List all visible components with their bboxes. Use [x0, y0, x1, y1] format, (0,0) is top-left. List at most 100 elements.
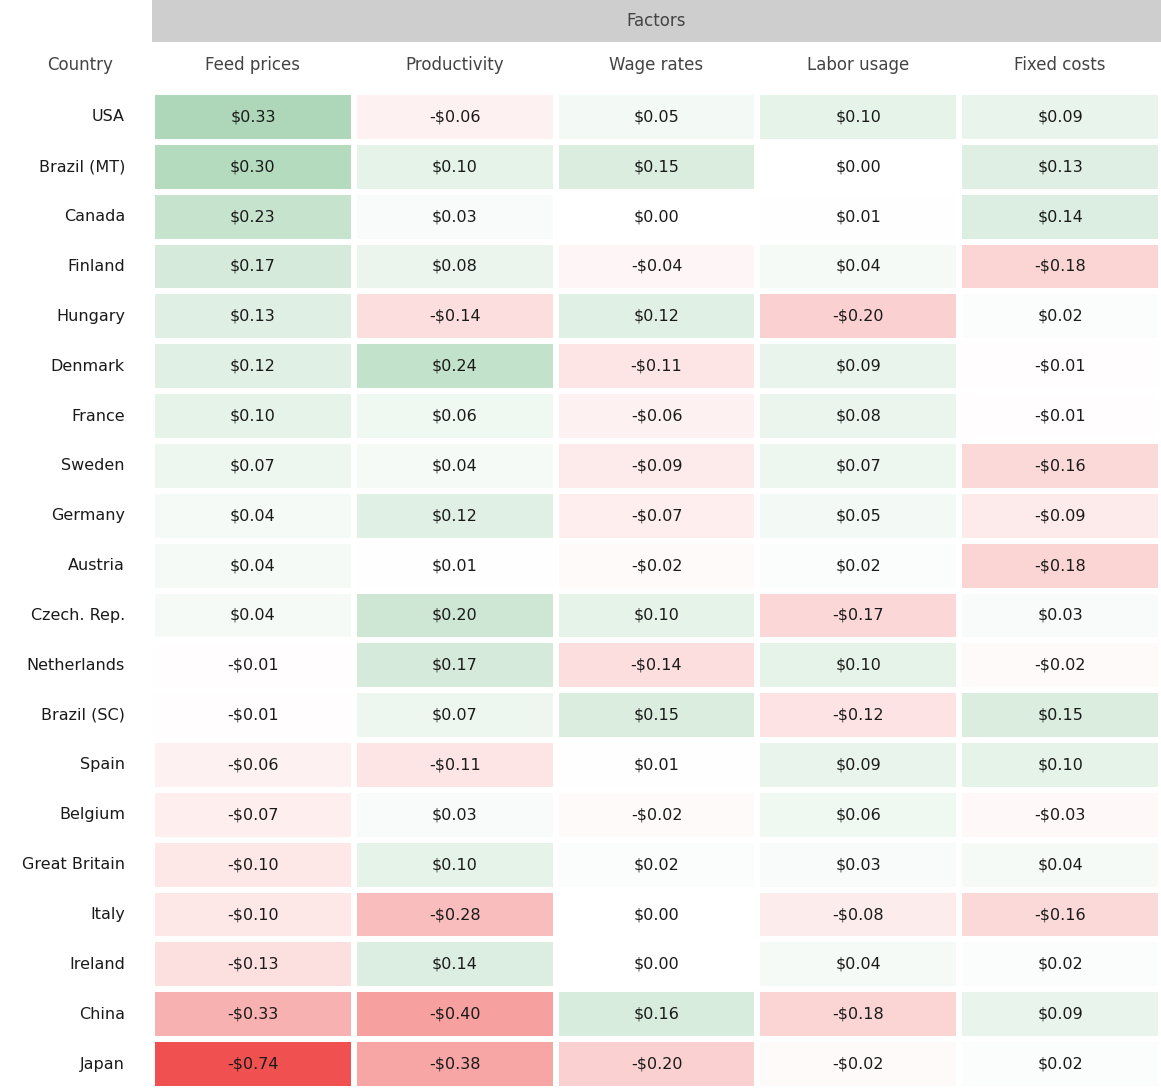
Bar	[558, 843, 755, 886]
Bar	[558, 493, 755, 538]
Text: -$0.28: -$0.28	[428, 907, 481, 922]
Bar	[152, 0, 1161, 42]
Text: -$0.01: -$0.01	[228, 658, 279, 673]
Text: $0.04: $0.04	[230, 608, 276, 623]
Bar	[962, 493, 1158, 538]
Text: $0.03: $0.03	[836, 857, 881, 872]
Text: $0.06: $0.06	[836, 807, 881, 822]
Text: $0.02: $0.02	[1037, 1056, 1083, 1072]
Text: -$0.01: -$0.01	[1034, 358, 1086, 374]
Bar	[760, 694, 957, 737]
Text: $0.07: $0.07	[836, 458, 881, 474]
Text: $0.10: $0.10	[836, 658, 881, 673]
Text: Country: Country	[48, 56, 113, 74]
Text: $0.09: $0.09	[836, 358, 881, 374]
Text: -$0.14: -$0.14	[428, 309, 481, 323]
Bar	[156, 743, 351, 787]
Bar	[760, 145, 957, 188]
Bar	[760, 843, 957, 886]
Text: $0.12: $0.12	[230, 358, 276, 374]
Text: Spain: Spain	[80, 758, 125, 772]
Bar	[760, 992, 957, 1036]
Text: Netherlands: Netherlands	[27, 658, 125, 673]
Text: $0.15: $0.15	[1037, 708, 1083, 723]
Bar	[356, 793, 553, 836]
Text: -$0.38: -$0.38	[428, 1056, 481, 1072]
Text: $0.15: $0.15	[634, 159, 679, 174]
Bar	[558, 394, 755, 438]
Text: -$0.01: -$0.01	[1034, 408, 1086, 424]
Text: -$0.02: -$0.02	[832, 1056, 884, 1072]
Text: -$0.07: -$0.07	[228, 807, 279, 822]
Bar	[558, 1042, 755, 1086]
Text: Canada: Canada	[64, 209, 125, 224]
Text: $0.04: $0.04	[230, 558, 276, 573]
Text: $0.03: $0.03	[432, 209, 477, 224]
Bar	[962, 644, 1158, 687]
Text: -$0.01: -$0.01	[228, 708, 279, 723]
Text: $0.10: $0.10	[836, 109, 881, 124]
Text: -$0.11: -$0.11	[630, 358, 683, 374]
Bar	[356, 942, 553, 987]
Text: -$0.18: -$0.18	[1034, 259, 1086, 274]
Text: Great Britain: Great Britain	[22, 857, 125, 872]
Text: $0.12: $0.12	[634, 309, 679, 323]
Text: -$0.10: -$0.10	[228, 857, 279, 872]
Bar	[558, 694, 755, 737]
Text: -$0.14: -$0.14	[630, 658, 683, 673]
Bar	[760, 195, 957, 238]
Bar	[356, 145, 553, 188]
Bar	[962, 793, 1158, 836]
Text: $0.08: $0.08	[432, 259, 477, 274]
Text: -$0.06: -$0.06	[428, 109, 481, 124]
Text: Belgium: Belgium	[59, 807, 125, 822]
Text: $0.17: $0.17	[432, 658, 477, 673]
Text: -$0.12: -$0.12	[832, 708, 885, 723]
Text: $0.08: $0.08	[836, 408, 881, 424]
Bar	[156, 493, 351, 538]
Text: $0.24: $0.24	[432, 358, 477, 374]
Bar	[156, 145, 351, 188]
Bar	[156, 344, 351, 388]
Text: Fixed costs: Fixed costs	[1015, 56, 1105, 74]
Bar	[356, 743, 553, 787]
Text: -$0.18: -$0.18	[832, 1006, 885, 1021]
Bar	[156, 992, 351, 1036]
Bar	[760, 444, 957, 488]
Text: $0.02: $0.02	[1037, 957, 1083, 971]
Bar	[156, 95, 351, 139]
Bar	[760, 394, 957, 438]
Bar	[156, 942, 351, 987]
Bar	[558, 893, 755, 937]
Text: Sweden: Sweden	[62, 458, 125, 474]
Bar	[356, 694, 553, 737]
Bar	[156, 893, 351, 937]
Text: $0.05: $0.05	[836, 509, 881, 523]
Text: -$0.20: -$0.20	[832, 309, 884, 323]
Bar	[356, 344, 553, 388]
Bar	[760, 594, 957, 637]
Text: -$0.33: -$0.33	[228, 1006, 279, 1021]
Text: -$0.20: -$0.20	[630, 1056, 683, 1072]
Text: -$0.02: -$0.02	[630, 558, 683, 573]
Text: Italy: Italy	[91, 907, 125, 922]
Bar	[962, 195, 1158, 238]
Bar	[760, 245, 957, 289]
Text: $0.04: $0.04	[836, 259, 881, 274]
Text: $0.07: $0.07	[230, 458, 276, 474]
Bar	[558, 245, 755, 289]
Text: -$0.03: -$0.03	[1034, 807, 1086, 822]
Text: $0.04: $0.04	[1037, 857, 1083, 872]
Bar	[962, 543, 1158, 587]
Bar	[962, 942, 1158, 987]
Bar	[962, 145, 1158, 188]
Text: $0.13: $0.13	[1037, 159, 1083, 174]
Bar	[156, 543, 351, 587]
Text: -$0.40: -$0.40	[428, 1006, 481, 1021]
Text: -$0.10: -$0.10	[228, 907, 279, 922]
Bar	[356, 644, 553, 687]
Text: USA: USA	[92, 109, 125, 124]
Text: -$0.06: -$0.06	[228, 758, 279, 772]
Bar	[156, 594, 351, 637]
Bar	[356, 893, 553, 937]
